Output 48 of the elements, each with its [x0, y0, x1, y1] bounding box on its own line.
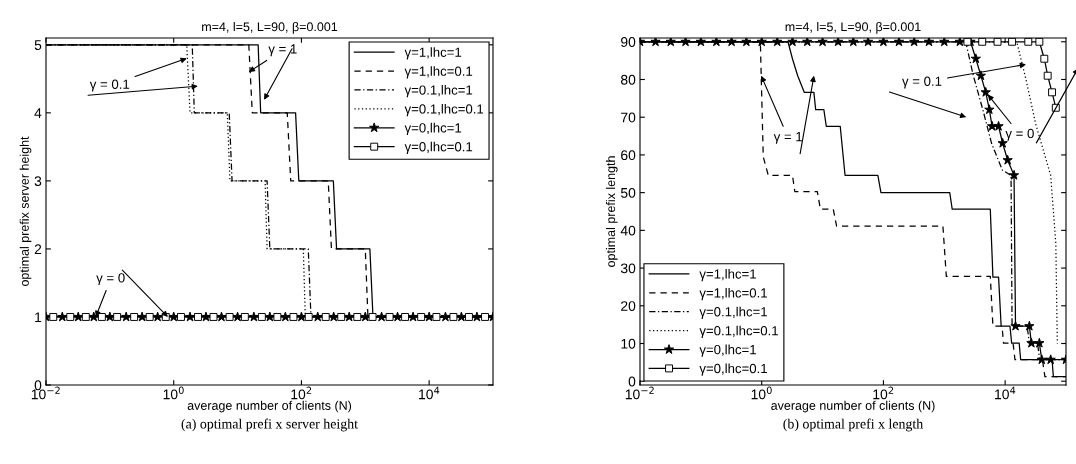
annotation: γ = 0: [1005, 128, 1034, 141]
y-tick-label: 10: [621, 338, 636, 349]
y-tick-label: 5: [34, 40, 42, 50]
y-tick-label: 20: [621, 301, 636, 311]
y-tick-label: 30: [620, 263, 636, 274]
legend-label: γ=0.1,lhc=0.1: [404, 103, 484, 117]
x-tick-label: 10$^{0}$: [751, 386, 772, 400]
y-tick-label: 1: [35, 312, 42, 322]
y-tick-label: 2: [34, 244, 42, 254]
annotation: γ = 0: [96, 273, 125, 286]
chart-title: m=4, l=5, L=90, β=0.001: [202, 22, 338, 34]
annotation: γ = 1: [773, 132, 803, 144]
annotation: γ = 0.1: [902, 76, 942, 89]
y-tick-label: 70: [621, 112, 636, 123]
legend-label: γ=0,lhc=1: [699, 344, 756, 357]
chart-title: m=4, l=5, L=90, β=0.001: [785, 22, 921, 34]
text: (b) optimal prefi x length: [783, 418, 924, 432]
annotation: γ = 0.1: [89, 79, 130, 92]
legend-label: γ=0,lhc=0.1: [699, 363, 767, 376]
x-axis-title: average number of clients (N): [771, 400, 935, 413]
x-tick-label: 10$^{4}$: [995, 386, 1016, 400]
legend-label: γ=0.1,lhc=1: [699, 306, 767, 320]
legend-label: γ=1,lhc=0.1: [699, 287, 767, 301]
x-tick-label: 10$^{4}$: [419, 386, 440, 400]
x-tick-label: 10$^{2}$: [873, 386, 894, 400]
legend-label: γ=0,lhc=1: [404, 122, 462, 136]
text: (a) optimal prefi x server height: [181, 418, 358, 432]
x-tick-label: 10$^{0}$: [163, 386, 184, 400]
legend-label: γ=1,lhc=1: [404, 47, 462, 60]
legend-label: γ=1,lhc=0.1: [404, 66, 473, 79]
legend-label: γ=0,lhc=0.1: [404, 141, 473, 155]
x-axis-title: average number of clients (N): [187, 400, 352, 413]
annotation: γ = 1: [268, 44, 297, 57]
y-tick-label: 4: [34, 108, 42, 118]
x-tick-label: 10$^{2}$: [291, 386, 312, 400]
y-tick-label: 80: [620, 74, 636, 85]
x-tick-label: 10$^{−2}$: [625, 386, 654, 400]
y-tick-label: 0: [628, 376, 636, 387]
y-tick-label: 50: [620, 187, 636, 198]
y-tick-label: 60: [621, 150, 636, 161]
legend-label: γ=0.1,lhc=0.1: [699, 325, 778, 338]
y-axis-title: optimal prefix server height: [19, 136, 32, 286]
y-axis-title: optimal prefix length: [605, 156, 618, 267]
legend-label: γ=0.1,lhc=1: [404, 85, 473, 98]
y-tick-label: 40: [620, 225, 636, 236]
legend-label: γ=1,lhc=1: [699, 268, 756, 282]
y-tick-label: 90: [621, 37, 636, 47]
y-tick-label: 3: [34, 176, 42, 187]
